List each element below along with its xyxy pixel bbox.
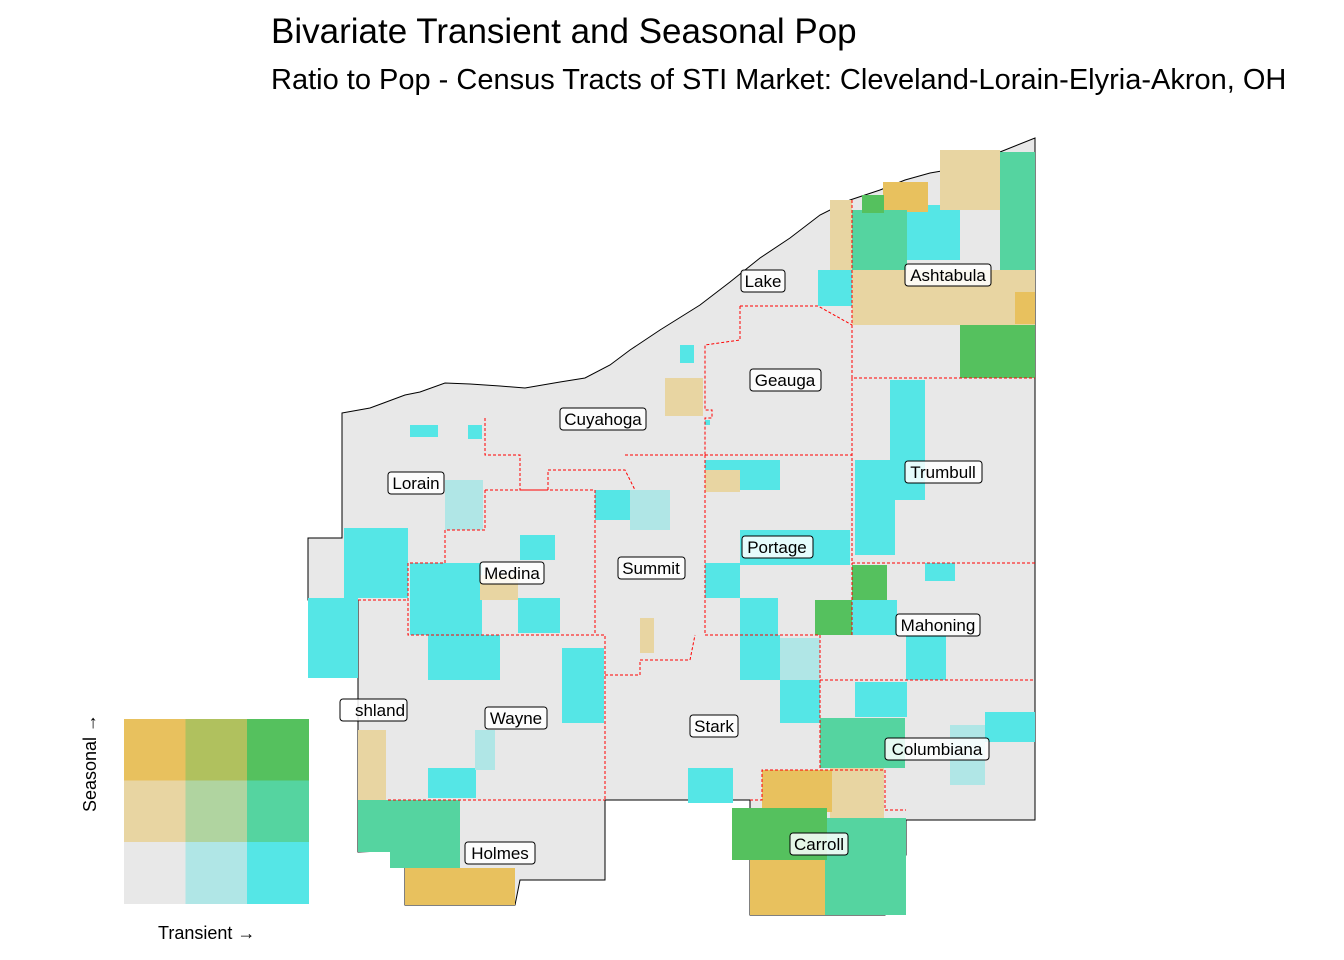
county-label-lorain: Lorain [387,471,445,495]
svg-text:Lake: Lake [745,272,782,291]
svg-text:Geauga: Geauga [755,371,816,390]
county-label-carroll: Carroll [789,832,849,856]
county-label-columbiana: Columbiana [884,737,990,761]
svg-text:Mahoning: Mahoning [901,616,976,635]
legend-cell-high-low [247,842,309,904]
county-label-medina: Medina [479,561,545,585]
county-label-geauga: Geauga [749,368,822,392]
svg-text:Portage: Portage [747,538,807,557]
county-label-cuyahoga: Cuyahoga [559,407,647,431]
county-boundaries [358,200,1035,811]
map-subtitle: Ratio to Pop - Census Tracts of STI Mark… [271,64,1287,96]
tracts-high-high [732,195,1035,860]
legend-y-label: Seasonal → [80,713,100,812]
svg-text:Carroll: Carroll [794,835,844,854]
svg-text:Wayne: Wayne [490,709,542,728]
county-label-holmes: Holmes [464,841,536,865]
legend-x-label: Transient → [158,923,256,943]
svg-text:Summit: Summit [622,559,680,578]
legend-cell-low-low [124,842,186,904]
county-label-summit: Summit [617,556,686,580]
tracts-high-seasonal [405,182,1035,915]
legend-cell-high-mid [247,780,309,843]
tracts-high-mid [358,152,1035,915]
svg-text:Ashtabula: Ashtabula [910,266,986,285]
legend-cell-mid-low [185,842,248,904]
svg-text:Holmes: Holmes [471,844,529,863]
county-label-ashland: shland [339,698,408,722]
svg-text:Columbiana: Columbiana [892,740,983,759]
svg-text:Cuyahoga: Cuyahoga [564,410,642,429]
svg-text:Lorain: Lorain [392,474,439,493]
county-labels: Lake Ashtabula Geauga Cuyahoga Lorain Tr… [339,263,992,865]
svg-text:Trumbull: Trumbull [910,463,976,482]
county-label-lake: Lake [740,269,786,293]
legend-cell-high-high [247,719,309,781]
county-label-wayne: Wayne [484,706,548,730]
legend-cell-mid-mid [185,780,248,843]
legend-cell-mid-high [185,719,248,781]
map-title: Bivariate Transient and Seasonal Pop [271,12,857,51]
county-label-trumbull: Trumbull [904,460,983,484]
bivariate-legend [124,719,309,904]
county-label-stark: Stark [689,714,739,738]
county-label-portage: Portage [741,535,814,559]
county-label-ashtabula: Ashtabula [904,263,992,287]
svg-text:Medina: Medina [484,564,540,583]
legend-cell-low-mid [124,780,186,843]
svg-text:shland: shland [355,701,405,720]
svg-text:Stark: Stark [694,717,734,736]
legend-cell-low-high [124,719,186,781]
county-label-mahoning: Mahoning [895,613,981,637]
